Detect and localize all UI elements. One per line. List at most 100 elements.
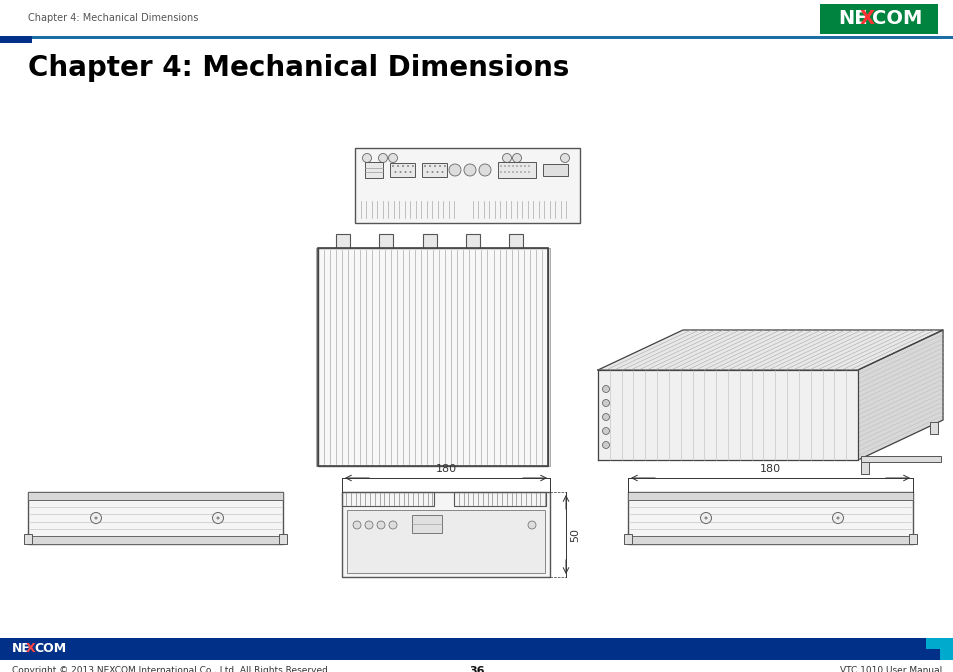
Bar	[820, 4, 937, 34]
Text: NE: NE	[12, 642, 30, 655]
Circle shape	[404, 171, 406, 173]
Circle shape	[602, 442, 609, 448]
Circle shape	[602, 427, 609, 435]
Circle shape	[409, 171, 411, 173]
Text: Chapter 4: Mechanical Dimensions: Chapter 4: Mechanical Dimensions	[28, 54, 569, 82]
Bar	[422, 234, 436, 248]
Bar	[421, 163, 447, 177]
Circle shape	[388, 153, 397, 163]
Circle shape	[523, 165, 525, 167]
Circle shape	[407, 165, 409, 167]
Bar	[0, 638, 953, 660]
Circle shape	[216, 517, 219, 519]
Circle shape	[504, 165, 505, 167]
Text: 36: 36	[469, 666, 484, 672]
Bar	[317, 248, 547, 466]
Circle shape	[512, 165, 514, 167]
Circle shape	[478, 164, 491, 176]
Text: Copyright © 2013 NEXCOM International Co., Ltd. All Rights Reserved.: Copyright © 2013 NEXCOM International Co…	[12, 666, 331, 672]
Circle shape	[832, 513, 842, 523]
Circle shape	[528, 165, 529, 167]
Polygon shape	[598, 330, 942, 370]
Bar	[335, 234, 350, 248]
Text: 180: 180	[435, 464, 456, 474]
Circle shape	[412, 165, 414, 167]
Polygon shape	[598, 370, 857, 460]
Circle shape	[512, 171, 514, 173]
Bar	[861, 456, 940, 462]
Circle shape	[376, 521, 385, 529]
Bar	[454, 492, 545, 506]
Circle shape	[527, 521, 536, 529]
Circle shape	[443, 165, 446, 167]
Circle shape	[528, 171, 529, 173]
Text: 50: 50	[569, 528, 579, 542]
Circle shape	[441, 171, 443, 173]
Polygon shape	[857, 330, 942, 460]
Circle shape	[353, 521, 360, 529]
Circle shape	[602, 413, 609, 421]
Circle shape	[519, 171, 521, 173]
Circle shape	[395, 171, 396, 173]
Text: COM: COM	[871, 9, 922, 28]
Circle shape	[516, 165, 517, 167]
Circle shape	[91, 513, 101, 523]
Circle shape	[512, 153, 521, 163]
Circle shape	[703, 517, 707, 519]
Bar	[542, 164, 567, 176]
Circle shape	[499, 165, 501, 167]
Bar	[317, 248, 547, 466]
Circle shape	[423, 165, 426, 167]
Bar	[24, 534, 32, 544]
Bar	[28, 536, 283, 544]
Circle shape	[523, 171, 525, 173]
Circle shape	[378, 153, 387, 163]
Circle shape	[431, 171, 433, 173]
Circle shape	[502, 153, 511, 163]
Bar	[939, 638, 953, 660]
Bar	[341, 492, 550, 577]
Text: NE: NE	[837, 9, 866, 28]
Circle shape	[519, 165, 521, 167]
Text: VTC 1010 User Manual: VTC 1010 User Manual	[839, 666, 941, 672]
Circle shape	[429, 165, 431, 167]
Bar	[315, 248, 550, 466]
Circle shape	[560, 153, 569, 163]
Bar	[28, 492, 283, 500]
Circle shape	[602, 386, 609, 392]
Circle shape	[449, 164, 460, 176]
Bar	[0, 36, 953, 39]
Circle shape	[508, 171, 509, 173]
Bar	[355, 148, 579, 223]
Bar	[378, 234, 393, 248]
Circle shape	[602, 399, 609, 407]
Bar	[0, 36, 32, 43]
Circle shape	[463, 164, 476, 176]
Bar	[861, 462, 868, 474]
Circle shape	[426, 171, 428, 173]
Circle shape	[401, 165, 403, 167]
Circle shape	[504, 171, 505, 173]
Circle shape	[438, 165, 440, 167]
Bar	[347, 510, 544, 573]
Circle shape	[434, 165, 436, 167]
Circle shape	[436, 171, 438, 173]
Circle shape	[508, 165, 509, 167]
Bar	[390, 163, 415, 177]
Bar	[627, 536, 912, 544]
Bar	[627, 492, 912, 544]
Circle shape	[516, 171, 517, 173]
Bar	[278, 534, 287, 544]
Text: X: X	[26, 642, 35, 655]
Circle shape	[389, 521, 396, 529]
Circle shape	[499, 171, 501, 173]
Circle shape	[836, 517, 839, 519]
Circle shape	[365, 521, 373, 529]
Bar	[925, 638, 939, 649]
Bar	[412, 515, 441, 533]
Circle shape	[362, 153, 371, 163]
Circle shape	[213, 513, 223, 523]
Bar	[28, 492, 283, 544]
Bar	[497, 162, 536, 178]
Circle shape	[396, 165, 398, 167]
